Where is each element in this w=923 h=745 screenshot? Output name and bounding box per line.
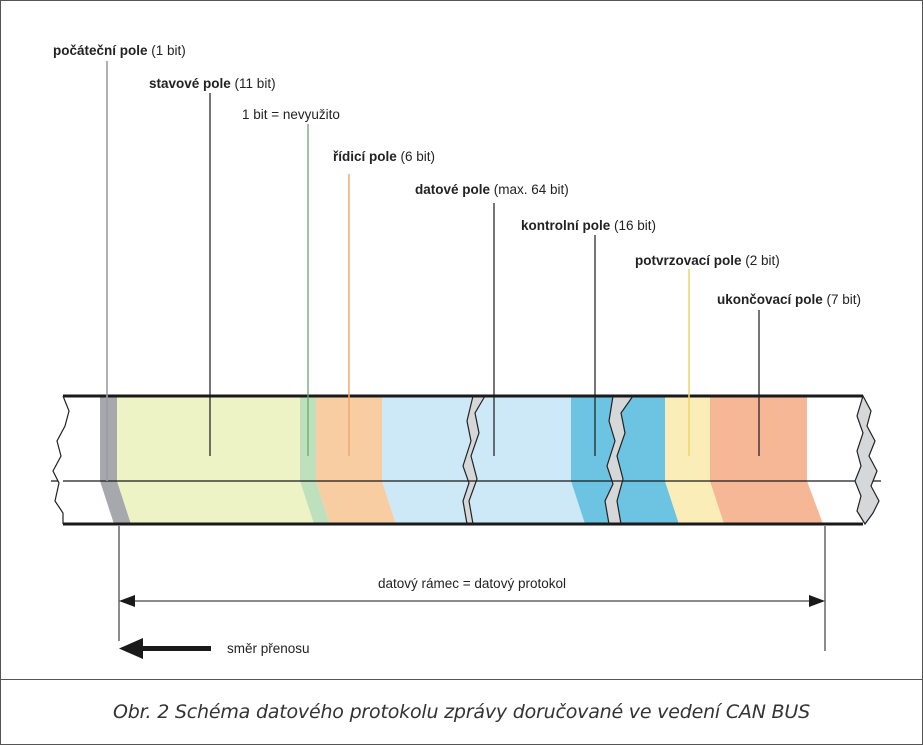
break-outline-left-2 [468,395,486,525]
break-outline-left [462,395,474,525]
caption-panel: Obr. 2 Schéma datového protokolu zprávy … [1,680,922,744]
band-left-end [52,395,70,524]
label-status-field: stavové pole (11 bit) [149,76,276,91]
segment-check-a [571,396,615,524]
direction-arrow-shaft [139,646,211,651]
label-start-field: počáteční pole (1 bit) [53,43,186,58]
segment-data-b [469,396,585,524]
label-control-field: řídicí pole (6 bit) [333,149,435,164]
segment-check-b [617,396,679,524]
frame-arrowhead-right [809,595,825,607]
segment-end [710,396,823,524]
break-outline-right-2 [616,395,634,525]
segment-data-a [382,396,473,524]
break-gap-right [605,396,633,524]
label-unused-bit: 1 bit = nevyužito [242,107,340,122]
break-outline-right [604,395,616,525]
can-frame-diagram: počáteční pole (1 bit) stavové pole (11 … [51,43,881,659]
direction-arrow-head [119,638,143,659]
label-data-frame: datový rámec = datový protokol [378,576,566,591]
diagram-panel: počáteční pole (1 bit) stavové pole (11 … [1,1,922,679]
label-end-field: ukončovací pole (7 bit) [717,292,861,307]
label-data-field: datové pole (max. 64 bit) [415,182,569,197]
label-direction: směr přenosu [227,641,310,656]
band-right-end [854,394,880,526]
label-check-field: kontrolní pole (16 bit) [521,218,656,233]
figure-caption: Obr. 2 Schéma datového protokolu zprávy … [113,701,810,723]
segment-status [117,396,314,524]
segment-control [316,396,396,524]
frame-arrowhead-left [119,595,135,607]
caption-divider [1,679,922,680]
label-ack-field: potvrzovací pole (2 bit) [635,253,780,268]
segment-ack [665,396,724,524]
